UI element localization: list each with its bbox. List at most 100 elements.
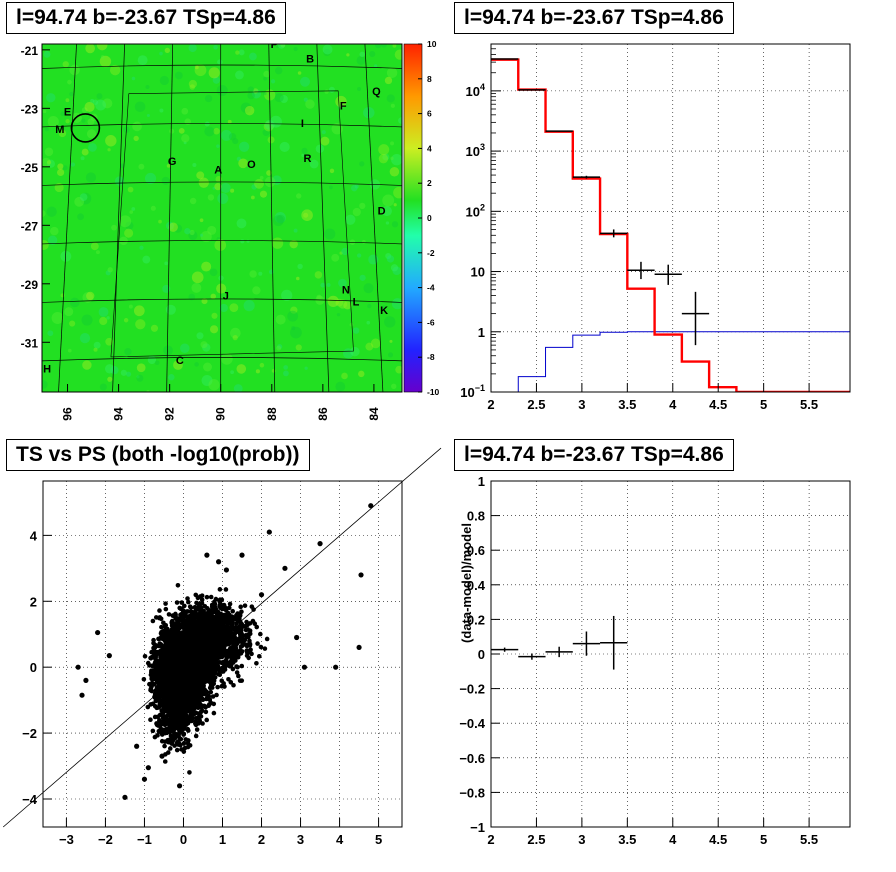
map-texture-blob: [363, 283, 374, 294]
map-texture-blob: [191, 271, 204, 284]
map-texture-blob: [67, 348, 72, 353]
colorbar-tick-label: 0: [427, 213, 432, 223]
scatter-point: [215, 663, 221, 669]
map-texture-blob: [382, 194, 395, 207]
map-longitude-line: [112, 44, 125, 392]
map-texture-blob: [392, 44, 397, 48]
scatter-point: [213, 596, 219, 602]
map-texture-blob: [275, 314, 286, 325]
map-texture-blob: [232, 138, 239, 145]
map-texture-blob: [62, 61, 69, 68]
map-texture-blob: [216, 283, 227, 294]
map-texture-blob: [289, 239, 298, 249]
map-source-label: B: [306, 54, 314, 66]
map-source-label: J: [223, 290, 229, 302]
map-texture-blob: [341, 372, 348, 380]
map-texture-blob: [165, 304, 176, 315]
scatter-point: [205, 638, 211, 644]
map-texture-blob: [213, 44, 218, 50]
map-texture-blob: [374, 64, 378, 68]
map-texture-blob: [267, 136, 275, 144]
map-texture-blob: [189, 197, 197, 205]
map-texture-blob: [378, 154, 389, 164]
spectrum-x-tick-label: 3: [578, 397, 585, 412]
map-texture-blob: [264, 119, 275, 130]
map-texture-blob: [109, 64, 121, 76]
scatter-point: [193, 721, 198, 726]
map-texture-blob: [327, 295, 339, 307]
map-source-label: D: [378, 206, 386, 218]
map-texture-blob: [105, 364, 115, 374]
map-x-tick-label: 90: [214, 407, 228, 421]
map-texture-blob: [384, 76, 393, 85]
scatter-point: [199, 704, 204, 710]
scatter-point: [211, 668, 217, 673]
map-texture-blob: [80, 156, 85, 161]
map-texture-blob: [212, 76, 220, 84]
map-texture-blob: [266, 170, 272, 176]
map-texture-blob: [296, 193, 302, 199]
map-texture-blob: [219, 303, 228, 313]
scatter-point: [168, 637, 173, 643]
spectrum-y-tick-label: 10−1: [460, 383, 485, 400]
scatter-point: [202, 615, 208, 620]
map-texture-blob: [274, 93, 284, 103]
map-texture-blob: [305, 99, 315, 109]
map-texture-blob: [69, 91, 74, 97]
scatter-point: [237, 613, 243, 618]
map-texture-blob: [391, 154, 402, 166]
map-texture-blob: [390, 103, 395, 108]
map-texture-blob: [230, 327, 241, 339]
map-texture-blob: [81, 107, 88, 114]
map-texture-blob: [276, 214, 286, 224]
map-texture-blob: [359, 274, 366, 281]
scatter-point: [216, 627, 222, 633]
scatter-point: [215, 609, 221, 615]
map-texture-blob: [65, 98, 70, 103]
map-texture-blob: [105, 270, 111, 276]
map-y-tick-label: -21: [21, 44, 39, 58]
scatter-point: [192, 604, 198, 610]
scatter-point: [217, 672, 223, 678]
map-texture-blob: [60, 293, 65, 298]
scatter-point: [182, 745, 188, 751]
scatter-point: [221, 669, 226, 674]
map-texture-blob: [70, 162, 76, 167]
map-texture-blob: [263, 70, 270, 78]
map-texture-blob: [386, 255, 395, 263]
map-texture-blob: [146, 389, 150, 392]
scatter-point: [214, 647, 220, 652]
map-texture-blob: [243, 300, 255, 312]
map-texture-blob: [270, 115, 282, 128]
map-texture-blob: [107, 267, 113, 273]
map-frame: [41, 43, 403, 393]
scatter-point: [183, 614, 189, 619]
scatter-point: [225, 661, 231, 666]
map-texture-blob: [150, 324, 159, 332]
scatter-point: [181, 699, 187, 704]
map-latitude-line: [42, 181, 402, 186]
map-texture-blob: [202, 343, 211, 352]
map-y-tick-label: -25: [21, 161, 39, 175]
map-texture-blob: [164, 47, 170, 54]
scatter-point: [199, 634, 205, 639]
scatter-point: [238, 604, 243, 610]
map-texture-blob: [120, 369, 127, 376]
map-texture-blob: [47, 330, 54, 337]
map-texture-blob: [208, 67, 220, 79]
map-texture-blob: [142, 255, 151, 264]
map-texture-blob: [258, 271, 263, 276]
map-texture-blob: [136, 374, 144, 382]
map-source-label: G: [168, 156, 177, 168]
map-texture-blob: [252, 286, 261, 295]
scatter-point: [159, 670, 165, 676]
map-texture-blob: [168, 374, 175, 381]
spectrum-x-tick-label: 5.5: [800, 397, 818, 412]
scatter-point: [232, 616, 238, 621]
scatter-point: [210, 614, 216, 619]
map-texture-blob: [44, 127, 49, 132]
scatter-point: [202, 657, 207, 663]
map-source-label: A: [214, 165, 222, 177]
scatter-point: [195, 624, 200, 629]
map-texture-blob: [128, 304, 133, 309]
